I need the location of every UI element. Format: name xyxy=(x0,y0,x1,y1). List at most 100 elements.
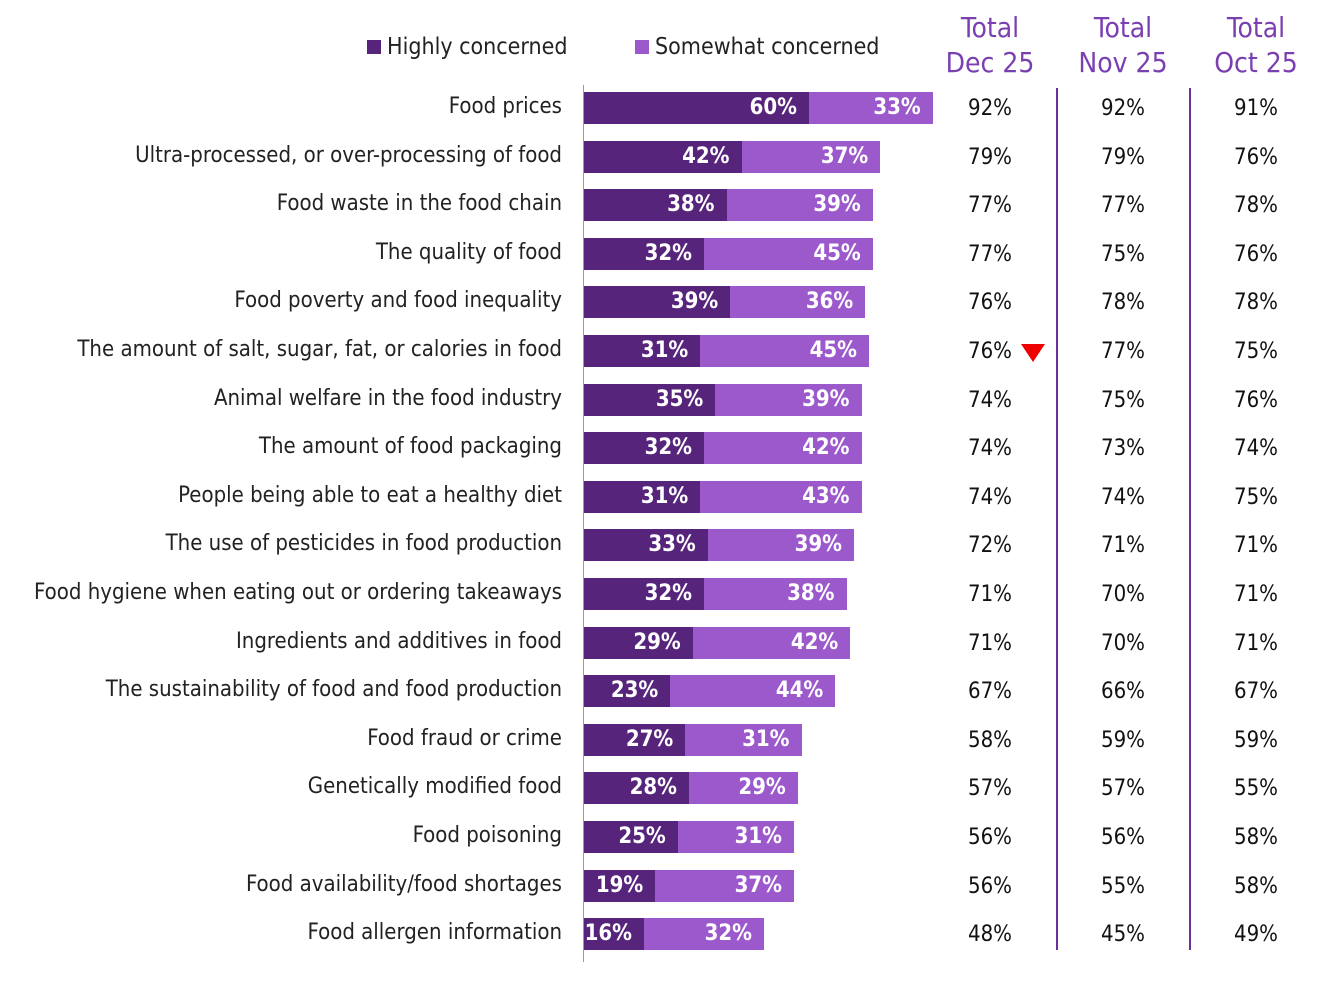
table-value: 92% xyxy=(1101,96,1145,121)
table-value: 59% xyxy=(1234,727,1278,753)
legend-label: Somewhat concerned xyxy=(655,34,880,60)
table-value: 67% xyxy=(968,679,1012,705)
table-value: 57% xyxy=(968,776,1012,802)
bar-segment-highly: 35% xyxy=(584,383,716,416)
bar-segment-highly: 31% xyxy=(584,480,701,513)
table-value: 71% xyxy=(1234,582,1278,607)
table-value: 71% xyxy=(1101,533,1145,559)
bar-segment-highly: 23% xyxy=(584,675,671,708)
column-header: Total Oct 25 xyxy=(1191,10,1321,80)
table-value: 76% xyxy=(1234,241,1278,267)
table-value: 55% xyxy=(1234,776,1278,802)
bar-segment-highly: 19% xyxy=(584,869,656,902)
bar-segment-somewhat: 33% xyxy=(809,92,933,124)
column-header-line: Nov 25 xyxy=(1078,46,1168,79)
category-label: The amount of food packaging xyxy=(258,434,562,460)
table-value: 74% xyxy=(1234,436,1278,462)
table-value: 48% xyxy=(968,922,1012,948)
bar-segment-somewhat: 39% xyxy=(707,529,854,562)
category-label: Food poisoning xyxy=(412,823,562,848)
table-value: 78% xyxy=(1234,193,1278,219)
column-header-line: Dec 25 xyxy=(945,46,1035,79)
legend-label: Highly concerned xyxy=(387,34,568,60)
table-value: 74% xyxy=(1101,484,1145,510)
bar-segment-highly: 25% xyxy=(584,821,678,853)
bar-segment-somewhat: 32% xyxy=(644,918,764,951)
table-value: 78% xyxy=(1234,290,1278,316)
bar-segment-highly: 28% xyxy=(584,772,689,805)
table-value: 75% xyxy=(1101,241,1145,267)
table-value: 76% xyxy=(968,339,1012,364)
table-value: 70% xyxy=(1101,582,1145,607)
table-value: 45% xyxy=(1101,922,1145,948)
bar-segment-highly: 38% xyxy=(584,189,727,222)
bar-segment-somewhat: 45% xyxy=(704,237,873,270)
table-value: 79% xyxy=(1101,144,1145,170)
bar-segment-somewhat: 43% xyxy=(700,480,862,513)
category-label: Food prices xyxy=(448,94,562,119)
table-value: 71% xyxy=(1234,630,1278,656)
table-value: 71% xyxy=(968,630,1012,656)
category-label: Genetically modified food xyxy=(307,774,562,800)
legend-item: Somewhat concerned xyxy=(635,34,879,60)
category-label: Ultra-processed, or over-processing of f… xyxy=(135,142,562,168)
table-value: 75% xyxy=(1101,387,1145,413)
bar-segment-highly: 33% xyxy=(584,529,708,562)
table-value: 57% xyxy=(1101,776,1145,802)
category-axis xyxy=(583,85,584,962)
category-label: Animal welfare in the food industry xyxy=(213,385,562,411)
bar-segment-highly: 29% xyxy=(584,626,693,659)
table-value: 73% xyxy=(1101,436,1145,462)
table-value: 74% xyxy=(968,436,1012,462)
column-header-line: Total xyxy=(1226,11,1286,44)
table-value: 92% xyxy=(968,96,1012,121)
table-value: 75% xyxy=(1234,339,1278,364)
table-value: 56% xyxy=(968,825,1012,850)
bar-segment-somewhat: 44% xyxy=(670,675,836,708)
table-value: 76% xyxy=(968,290,1012,316)
column-divider xyxy=(1056,88,1058,950)
bar-segment-somewhat: 39% xyxy=(726,189,873,222)
category-label: The use of pesticides in food production xyxy=(165,531,562,557)
category-label: Food waste in the food chain xyxy=(276,191,562,217)
column-header-line: Oct 25 xyxy=(1214,46,1298,79)
bar-segment-somewhat: 36% xyxy=(730,286,866,319)
column-header: Total Dec 25 xyxy=(925,10,1055,80)
table-value: 91% xyxy=(1234,96,1278,121)
bar-segment-highly: 42% xyxy=(584,140,742,173)
table-value: 75% xyxy=(1234,484,1278,510)
table-value: 70% xyxy=(1101,630,1145,656)
table-value: 79% xyxy=(968,144,1012,170)
bar-segment-highly: 60% xyxy=(584,92,809,124)
bar-segment-somewhat: 42% xyxy=(704,432,862,465)
bar-segment-somewhat: 42% xyxy=(692,626,851,659)
table-value: 56% xyxy=(1101,825,1145,850)
table-value: 71% xyxy=(968,582,1012,607)
table-value: 78% xyxy=(1101,290,1145,316)
bar-segment-somewhat: 45% xyxy=(700,335,869,367)
bar-segment-somewhat: 37% xyxy=(655,869,794,902)
category-label: The quality of food xyxy=(375,239,562,265)
column-header: Total Nov 25 xyxy=(1058,10,1188,80)
bar-segment-somewhat: 37% xyxy=(741,140,881,173)
bar-segment-somewhat: 38% xyxy=(704,578,847,610)
table-value: 77% xyxy=(1101,339,1145,364)
column-header-line: Total xyxy=(1093,11,1153,44)
legend-swatch xyxy=(635,40,649,54)
table-value: 76% xyxy=(1234,387,1278,413)
category-label: Food fraud or crime xyxy=(367,725,562,751)
bar-segment-somewhat: 39% xyxy=(715,383,862,416)
column-header-line: Total xyxy=(960,11,1020,44)
table-value: 76% xyxy=(1234,144,1278,170)
table-value: 74% xyxy=(968,484,1012,510)
bar-segment-somewhat: 29% xyxy=(689,772,798,805)
table-value: 72% xyxy=(968,533,1012,559)
table-value: 66% xyxy=(1101,679,1145,705)
table-value: 58% xyxy=(1234,873,1278,899)
table-value: 59% xyxy=(1101,727,1145,753)
category-label: Food hygiene when eating out or ordering… xyxy=(34,580,562,605)
bar-segment-highly: 31% xyxy=(584,335,701,367)
bar-segment-highly: 39% xyxy=(584,286,731,319)
bar-segment-somewhat: 31% xyxy=(685,723,802,756)
decrease-marker-icon xyxy=(1021,344,1045,362)
